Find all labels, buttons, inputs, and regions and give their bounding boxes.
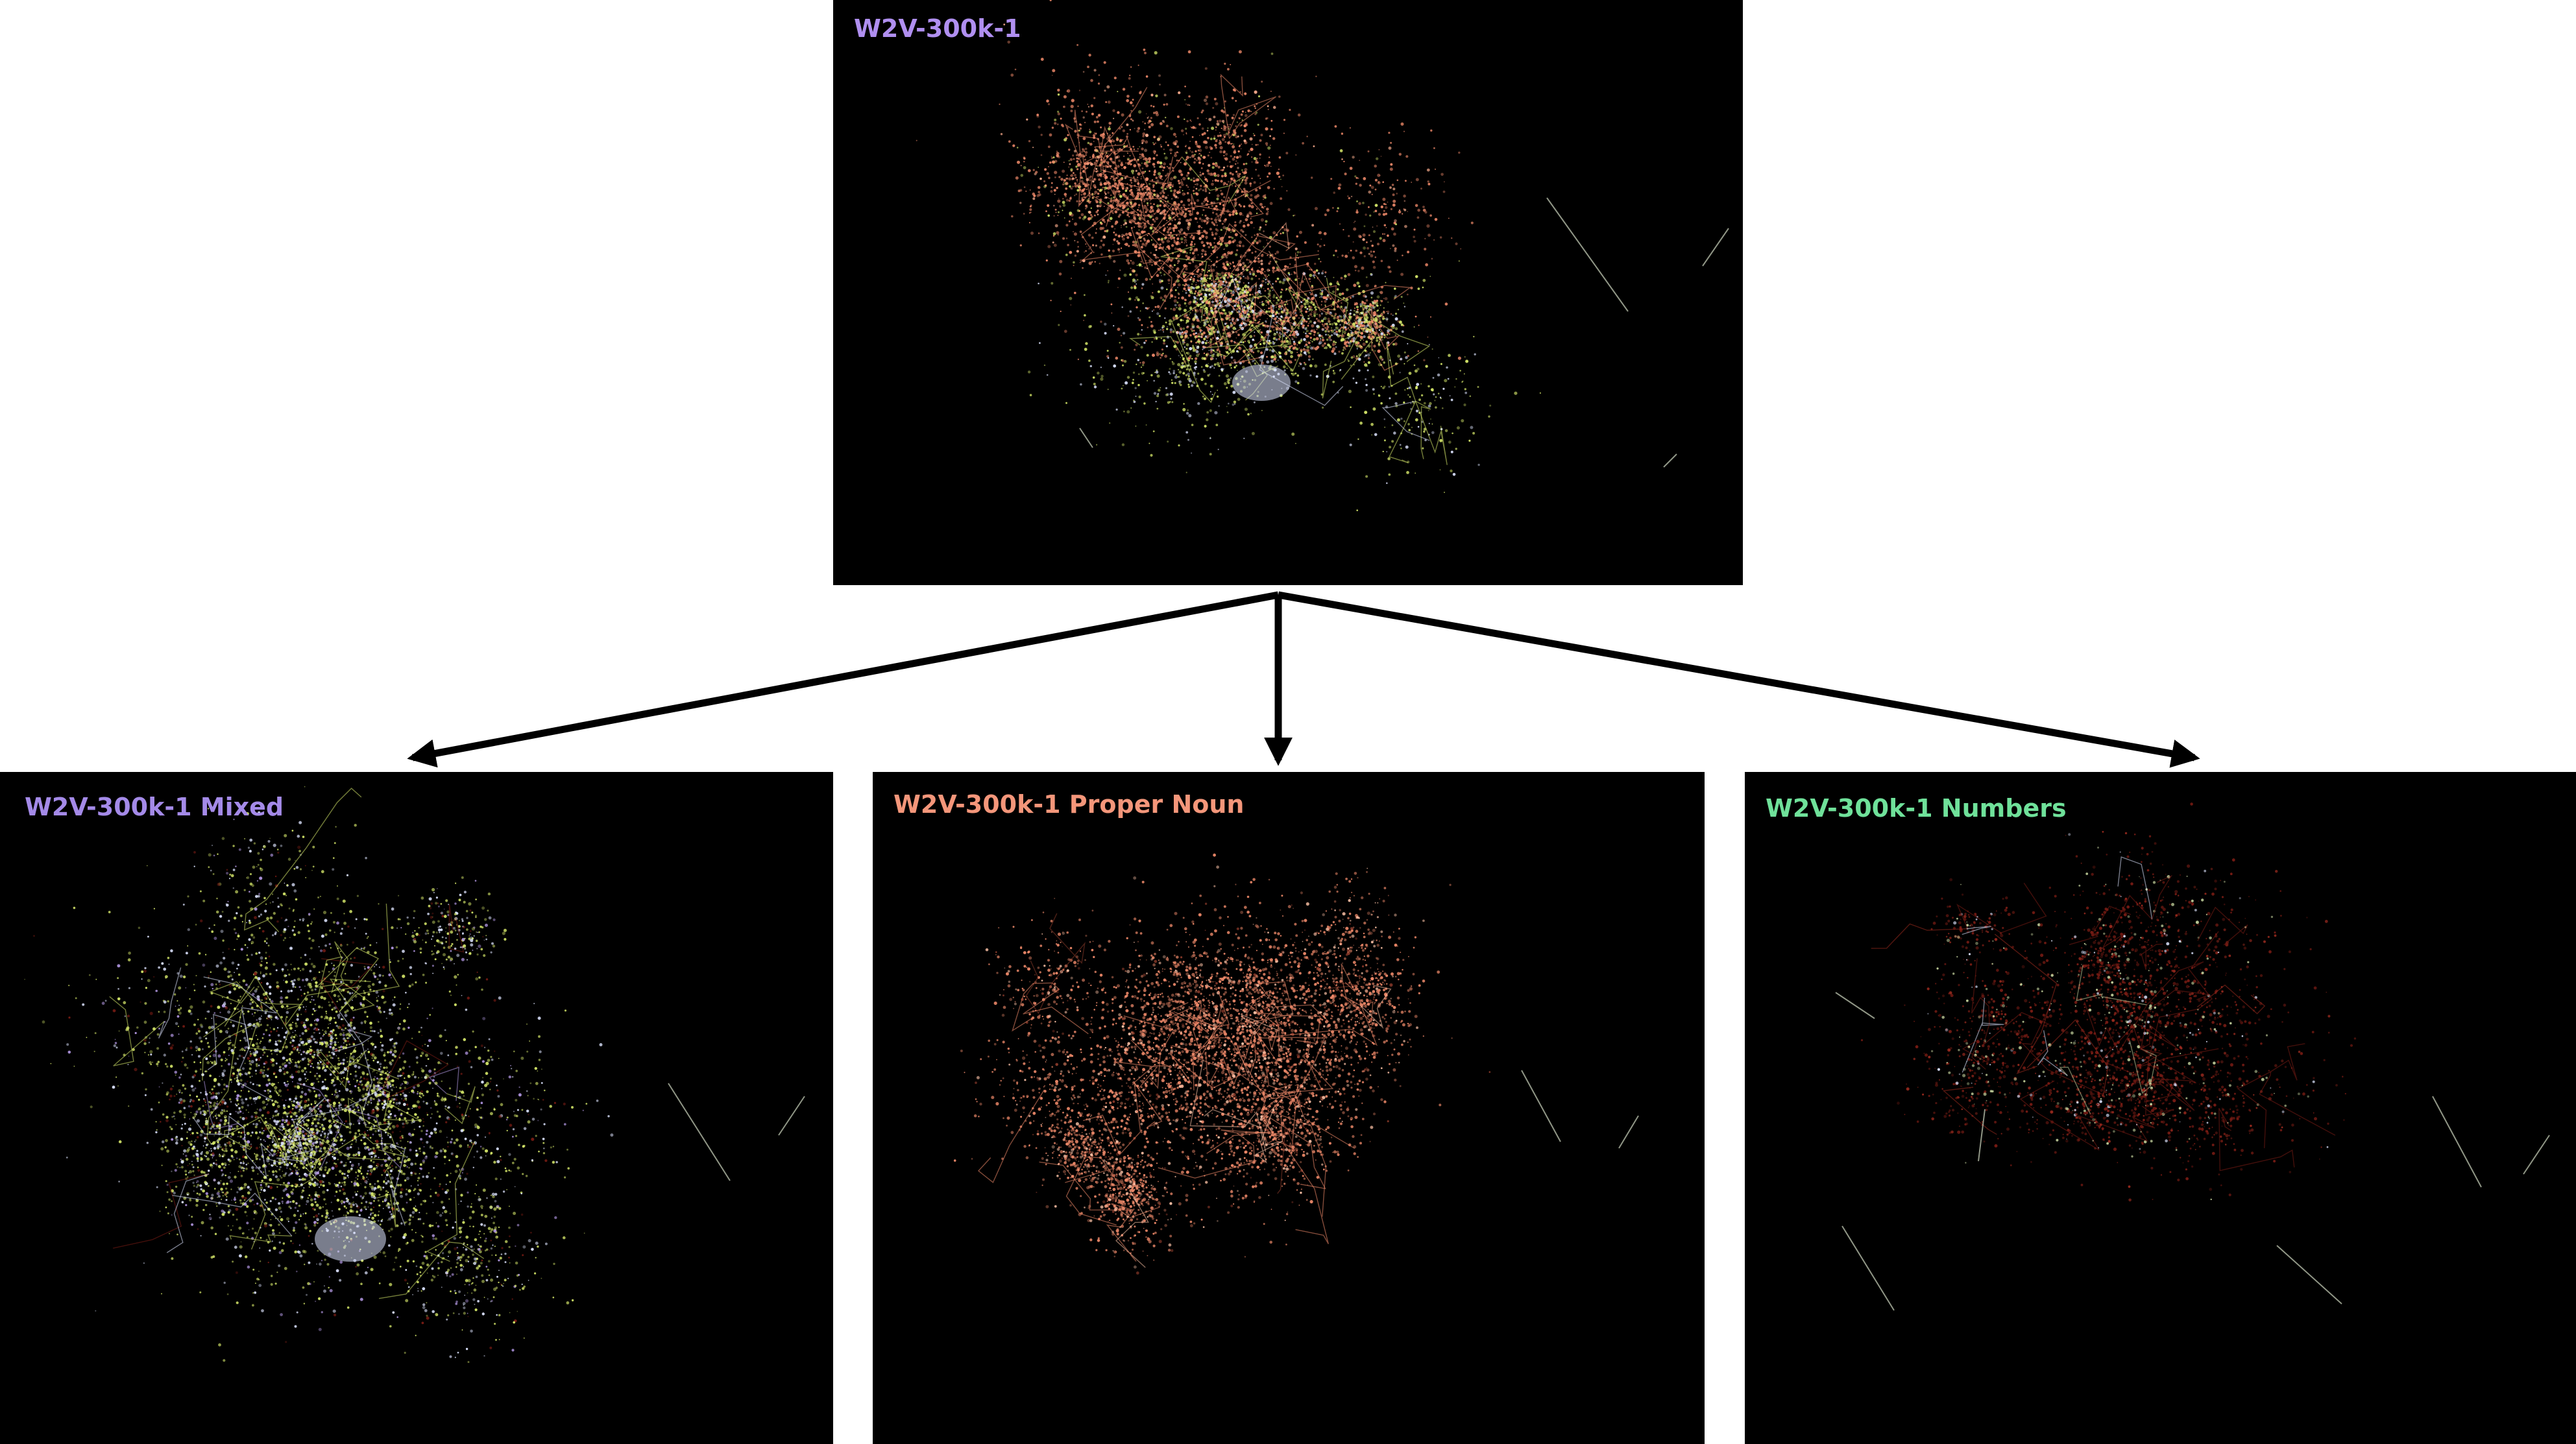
panel-title: W2V-300k-1 Proper Noun xyxy=(893,790,1245,819)
panel-title: W2V-300k-1 xyxy=(854,14,1021,43)
panel-w2v-300k-1-numbers: W2V-300k-1 Numbers xyxy=(1745,772,2576,1444)
embedding-visualization xyxy=(24,786,805,1364)
arrow-left xyxy=(407,591,1280,768)
panel-w2v-300k-1: W2V-300k-1 xyxy=(833,0,1743,585)
panel-w2v-300k-1-mixed: W2V-300k-1 Mixed xyxy=(0,772,833,1444)
embedding-visualization xyxy=(953,853,1639,1275)
panel-w2v-300k-1-proper-noun: W2V-300k-1 Proper Noun xyxy=(873,772,1705,1444)
panel-title: W2V-300k-1 Mixed xyxy=(25,793,284,821)
arrow-right xyxy=(1278,591,2200,768)
embedding-visualization xyxy=(1835,802,2550,1311)
panel-title: W2V-300k-1 Numbers xyxy=(1766,794,2067,823)
embedding-visualization xyxy=(916,0,1729,511)
